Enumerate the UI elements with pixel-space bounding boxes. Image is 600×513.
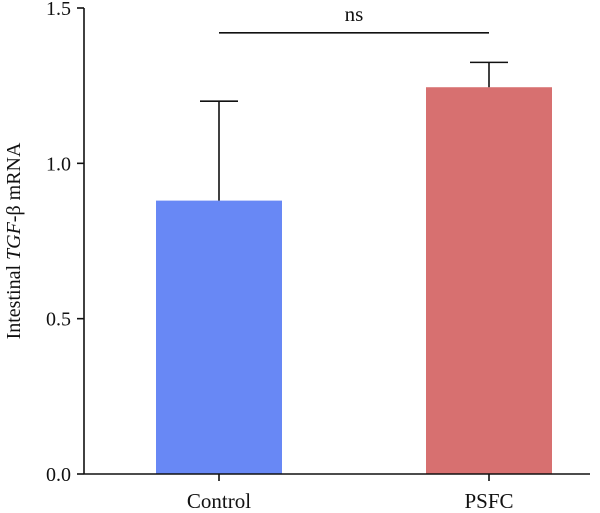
bar-psfc: [426, 87, 552, 474]
y-tick-label: 0.0: [46, 464, 71, 486]
y-axis-title-suffix: -β mRNA: [3, 142, 25, 222]
significance-label: ns: [345, 2, 364, 26]
x-labels-group: Control PSFC: [187, 474, 514, 513]
y-axis-title: Intestinal TGF-β mRNA: [3, 142, 25, 339]
y-tick-label: 0.5: [46, 309, 71, 331]
y-tick-label: 1.0: [46, 153, 71, 175]
bar-control: [156, 200, 282, 474]
y-ticks-group: 0.0 0.5 1.0 1.5: [46, 0, 84, 486]
y-axis-title-gene: TGF: [3, 221, 25, 260]
y-axis-title-prefix: Intestinal: [3, 260, 25, 339]
bars-group: [156, 87, 552, 474]
y-tick-label: 1.5: [46, 0, 71, 20]
error-bars-group: [200, 61, 508, 201]
x-tick-label-psfc: PSFC: [464, 489, 513, 513]
significance-group: ns: [219, 2, 489, 34]
axes-group: [83, 8, 590, 475]
x-tick-label-control: Control: [187, 489, 251, 513]
